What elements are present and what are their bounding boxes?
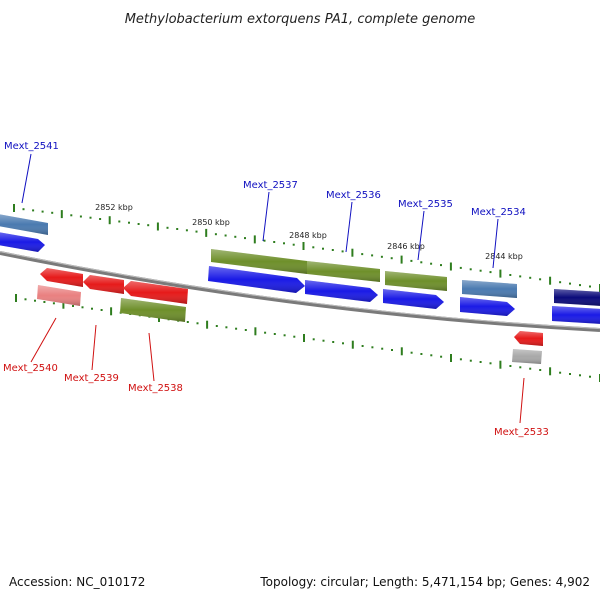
gene-labels: Mext_2541 Mext_2537 Mext_2536 Mext_2535 … (3, 141, 549, 438)
label-leaders (21, 153, 525, 424)
gene-mext-2533[interactable] (512, 331, 543, 364)
upper-tick-track (13, 204, 600, 292)
genome-backbone (0, 251, 600, 332)
scale-label: 2852 kbp (95, 203, 133, 212)
gene-mext-2539[interactable] (83, 275, 124, 294)
genome-summary-text: Topology: circular; Length: 5,471,154 bp… (259, 575, 590, 589)
gene-label[interactable]: Mext_2534 (471, 207, 526, 218)
gene-label[interactable]: Mext_2541 (4, 141, 59, 152)
gene-label[interactable]: Mext_2540 (3, 363, 58, 374)
scale-label: 2846 kbp (387, 242, 425, 251)
reverse-genes (37, 268, 543, 364)
gene-unlabeled-forward[interactable] (552, 289, 600, 324)
scale-label: 2850 kbp (192, 218, 230, 227)
scale-label: 2848 kbp (289, 231, 327, 240)
scale-labels: 2852 kbp 2850 kbp 2848 kbp 2846 kbp 2844… (95, 203, 523, 261)
gene-label[interactable]: Mext_2533 (494, 427, 549, 438)
gene-mext-2534[interactable] (460, 280, 517, 316)
genome-backbone-highlight (0, 251, 600, 330)
gene-mext-2537[interactable] (208, 249, 307, 293)
accession-text: Accession: NC_010172 (9, 575, 145, 589)
gene-mext-2535[interactable] (383, 271, 447, 309)
gene-label[interactable]: Mext_2535 (398, 199, 453, 210)
gene-label[interactable]: Mext_2539 (64, 373, 119, 384)
scale-label: 2844 kbp (485, 252, 523, 261)
gene-mext-2540[interactable] (37, 268, 83, 306)
forward-genes (0, 214, 600, 324)
gene-mext-2541[interactable] (0, 214, 48, 252)
gene-label[interactable]: Mext_2537 (243, 180, 298, 191)
gene-label[interactable]: Mext_2538 (128, 383, 183, 394)
map-title: Methylobacterium extorquens PA1, complet… (125, 12, 476, 27)
gene-mext-2536[interactable] (305, 261, 380, 302)
gene-mext-2538[interactable] (120, 281, 188, 322)
gene-label[interactable]: Mext_2536 (326, 190, 381, 201)
